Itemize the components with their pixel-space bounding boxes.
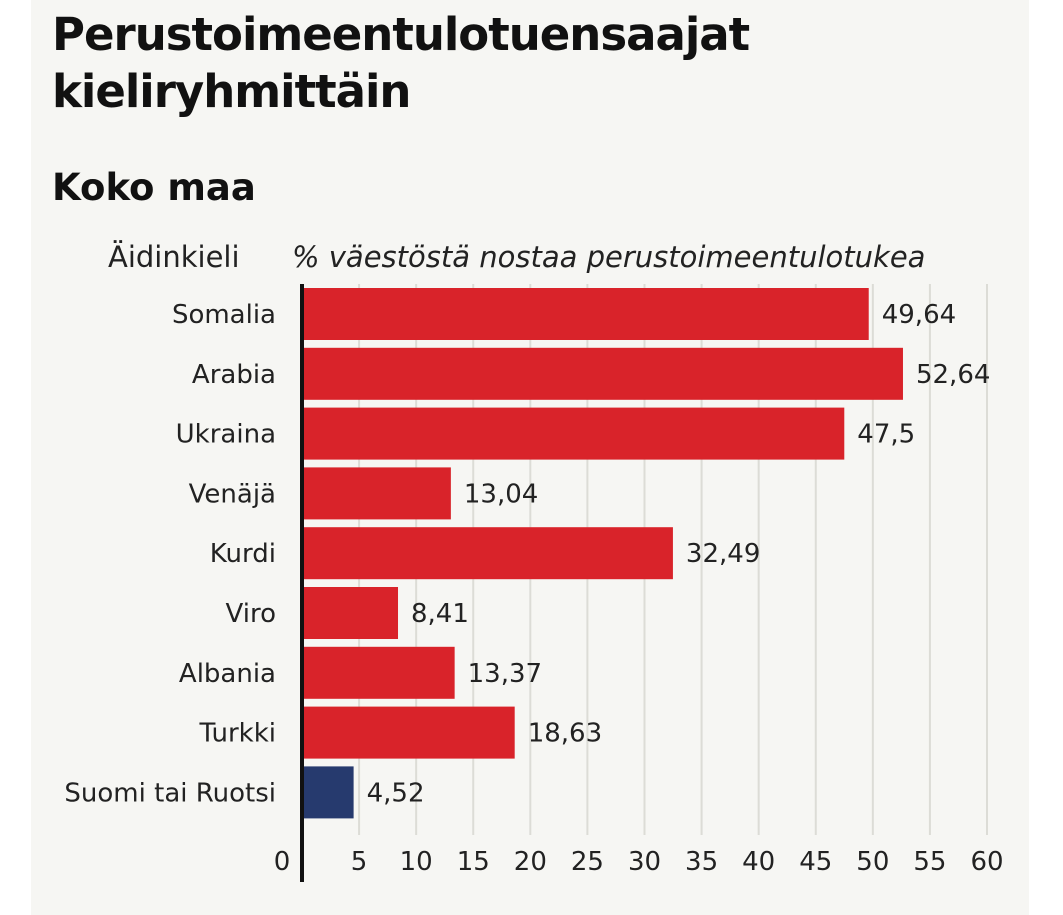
category-axis-label: Äidinkieli [108,240,240,274]
bar [302,766,354,819]
labels: 0 5 10 15 20 25 30 35 40 45 50 55 60 Somalia 49,64 Arab… [64,300,1003,877]
category-label: Kurdi [210,539,276,569]
data-label: 13,04 [464,479,538,509]
bar [302,347,903,400]
x-tick-label: 40 [742,847,775,877]
category-label: Viro [226,599,276,629]
data-label: 32,49 [686,539,760,569]
bar [302,706,515,759]
bars [302,288,903,819]
category-label: Somalia [172,300,276,330]
data-label: 13,37 [468,659,542,689]
bar [302,527,673,580]
category-label: Albania [179,659,276,689]
x-tick-label: 35 [685,847,718,877]
data-label: 49,64 [882,300,956,330]
bar [302,407,845,460]
category-label: Ukraina [176,420,276,450]
value-axis-label: % väestöstä nostaa perustoimeentulotukea [292,240,926,274]
x-tick-label: 15 [457,847,490,877]
x-tick-label: 25 [571,847,604,877]
x-tick-label: 55 [913,847,946,877]
data-label: 47,5 [857,420,915,450]
data-label: 8,41 [411,599,469,629]
bar [302,646,455,699]
x-tick-label: 20 [514,847,547,877]
data-label: 4,52 [367,778,425,808]
data-label: 18,63 [528,719,602,749]
x-tick-label: 5 [351,847,368,877]
category-label: Arabia [192,360,276,390]
category-label: Venäjä [189,479,276,509]
data-label: 52,64 [916,360,990,390]
x-tick-label: 60 [970,847,1003,877]
x-tick-label: 0 [274,847,291,877]
chart-subtitle: Koko maa [52,166,256,209]
x-tick-label: 45 [799,847,832,877]
x-tick-label: 10 [400,847,433,877]
chart-title: Perustoimeentulotuensaajat kieliryhmittä… [52,8,750,118]
category-label: Suomi tai Ruotsi [64,778,276,808]
x-tick-label: 30 [628,847,661,877]
bar [302,288,869,340]
category-label: Turkki [199,719,276,749]
x-tick-label: 50 [856,847,889,877]
bar [302,587,399,639]
bar [302,467,451,520]
